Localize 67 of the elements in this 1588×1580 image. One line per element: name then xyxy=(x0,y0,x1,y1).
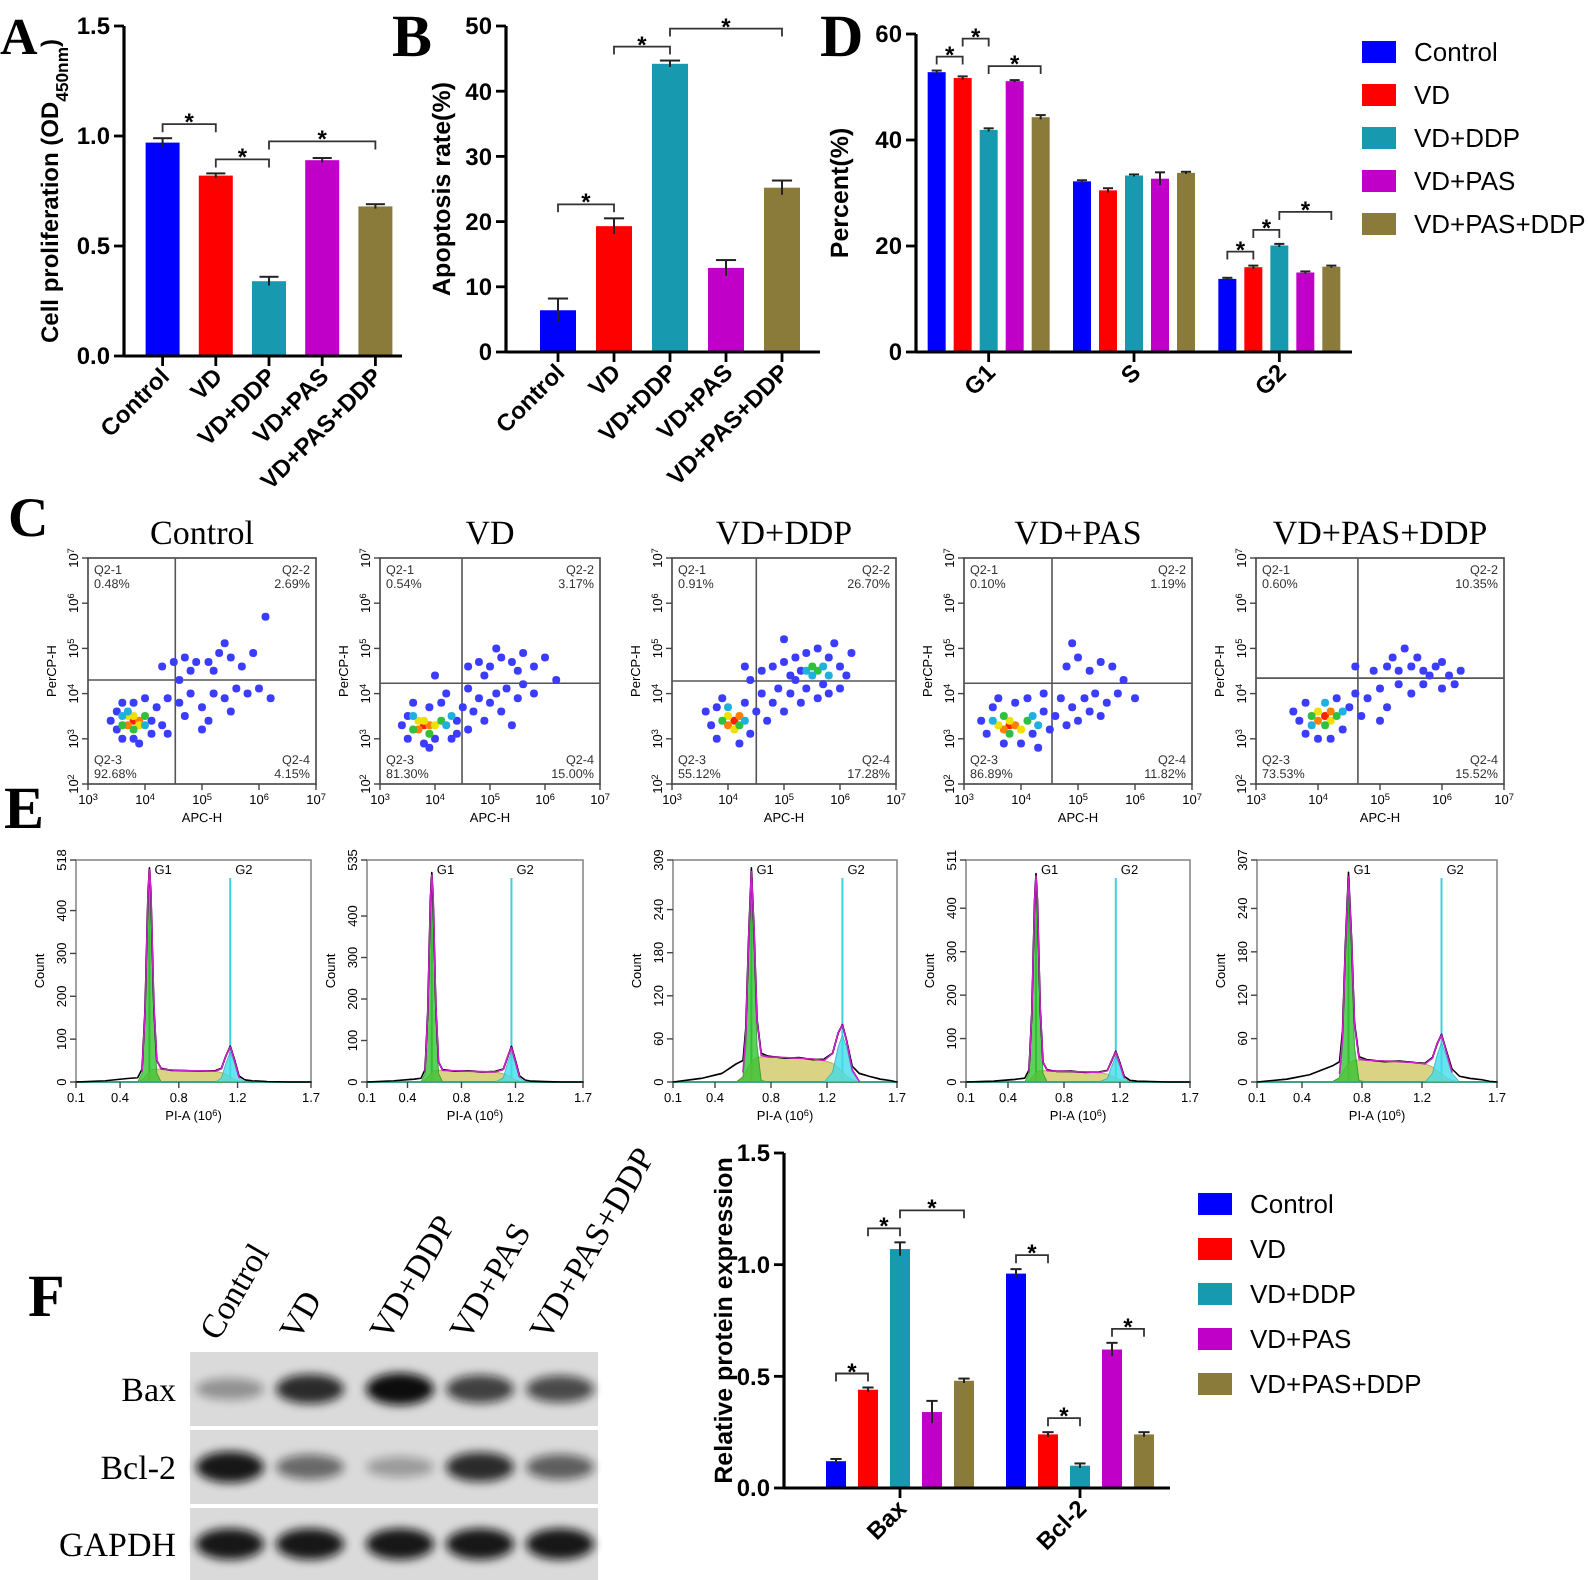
category-label: VD xyxy=(272,1284,330,1346)
text: E xyxy=(4,776,45,842)
y-tick-label: 10 xyxy=(465,273,493,302)
y-tick-label: 40 xyxy=(465,77,493,106)
legend-label: Control xyxy=(1414,37,1499,68)
legend-label: VD+PAS xyxy=(1414,166,1517,197)
category-label: Bcl-2 xyxy=(100,1448,176,1487)
annotation: * xyxy=(970,22,981,51)
x-tick-label: S xyxy=(1115,358,1147,390)
annotation: * xyxy=(581,188,592,217)
annotation: B xyxy=(392,4,433,70)
text: F xyxy=(28,1264,65,1330)
legend-label: VD+DDP xyxy=(1414,123,1521,154)
category-label: Bax xyxy=(121,1370,176,1409)
y-tick-label: 20 xyxy=(465,208,493,236)
legend-label: VD xyxy=(1414,80,1451,111)
y-tick-label: 40 xyxy=(875,126,903,155)
x-tick-label: G1 xyxy=(958,357,1002,401)
legend-label: VD+PAS xyxy=(1250,1324,1353,1355)
chart-title: Control xyxy=(150,514,255,552)
chart-title: VD+PAS+DDP xyxy=(1272,514,1488,552)
annotation: * xyxy=(1009,50,1020,79)
annotation: * xyxy=(879,1212,890,1241)
legend-label: VD+DDP xyxy=(1250,1279,1357,1310)
annotation: * xyxy=(1300,195,1311,224)
legend-label: Control xyxy=(1250,1189,1335,1220)
annotation: * xyxy=(317,125,328,154)
y-tick-label: 1.0 xyxy=(736,1251,771,1280)
y-tick-label: 0.5 xyxy=(736,1362,771,1391)
annotation: * xyxy=(184,108,195,137)
annotation: * xyxy=(1027,1239,1038,1268)
annotation: * xyxy=(237,143,248,172)
y-axis-title: Percent(%) xyxy=(826,127,854,259)
annotation: D xyxy=(820,4,864,70)
y-tick-label: 1.5 xyxy=(736,1139,771,1168)
annotation: * xyxy=(1059,1402,1070,1431)
y-axis-title: Apoptosis rate(%) xyxy=(428,82,456,296)
annotation: * xyxy=(847,1357,858,1386)
annotation: * xyxy=(1235,235,1246,264)
y-tick-label: 0.0 xyxy=(76,342,111,371)
chart-title: VD+PAS xyxy=(1014,514,1142,552)
text: C xyxy=(8,488,49,550)
y-tick-label: 0.5 xyxy=(76,232,111,261)
annotation: * xyxy=(927,1194,938,1223)
text: A xyxy=(0,8,38,66)
y-tick-label: 1.5 xyxy=(76,12,111,41)
y-axis-title: Relative protein expression xyxy=(710,1157,738,1484)
category-label: GAPDH xyxy=(58,1525,176,1564)
chart-title: VD+DDP xyxy=(715,514,853,552)
annotation: * xyxy=(721,12,732,41)
legend-label: VD+PAS+DDP xyxy=(1414,209,1586,240)
y-tick-label: 30 xyxy=(465,142,493,171)
y-tick-label: 0 xyxy=(888,338,903,367)
y-tick-label: 0 xyxy=(478,338,493,367)
y-tick-label: 20 xyxy=(875,232,903,261)
annotation: * xyxy=(944,40,955,69)
y-tick-label: 60 xyxy=(875,20,903,49)
y-tick-label: 50 xyxy=(465,12,493,41)
annotation: * xyxy=(1123,1312,1134,1341)
x-tick-label: G2 xyxy=(1249,357,1293,401)
y-tick-label: 1.0 xyxy=(76,122,111,151)
annotation: * xyxy=(637,30,648,59)
legend-label: VD+PAS+DDP xyxy=(1250,1369,1422,1400)
annotation: * xyxy=(1261,213,1272,242)
chart-title: VD xyxy=(465,514,515,552)
legend-label: VD xyxy=(1250,1234,1287,1265)
y-tick-label: 0.0 xyxy=(736,1474,771,1503)
